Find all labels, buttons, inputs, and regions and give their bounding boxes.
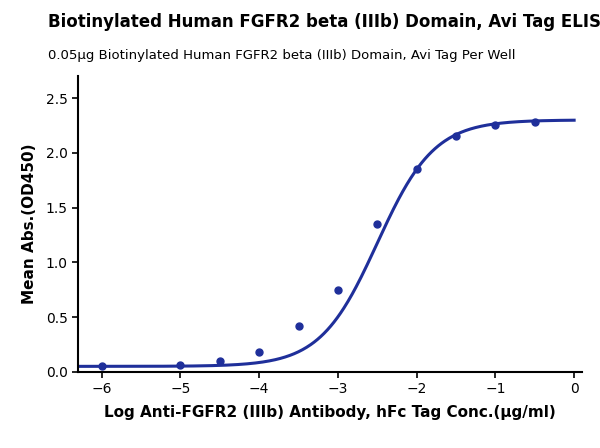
Y-axis label: Mean Abs.(OD450): Mean Abs.(OD450) bbox=[22, 144, 37, 304]
Text: 0.05μg Biotinylated Human FGFR2 beta (IIIb) Domain, Avi Tag Per Well: 0.05μg Biotinylated Human FGFR2 beta (II… bbox=[48, 49, 515, 62]
Text: Biotinylated Human FGFR2 beta (IIIb) Domain, Avi Tag ELISA: Biotinylated Human FGFR2 beta (IIIb) Dom… bbox=[48, 13, 600, 31]
X-axis label: Log Anti-FGFR2 (IIIb) Antibody, hFc Tag Conc.(μg/ml): Log Anti-FGFR2 (IIIb) Antibody, hFc Tag … bbox=[104, 405, 556, 420]
